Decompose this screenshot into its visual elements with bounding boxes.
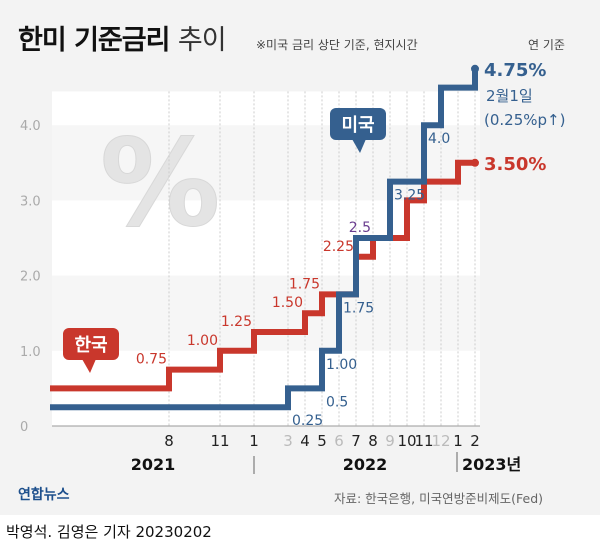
data-label: 1.00 xyxy=(326,357,357,373)
data-label: 0.5 xyxy=(326,394,348,410)
yonhap-logo: 연합뉴스 xyxy=(18,487,70,503)
y-tick-label: 0 xyxy=(20,420,28,435)
x-tick-label: 11 xyxy=(414,432,433,450)
x-tick-label: 2 xyxy=(470,432,480,450)
data-label: 4.0 xyxy=(428,131,450,147)
x-tick-label: 3 xyxy=(283,432,293,450)
source-text: 자료: 한국은행, 미국연방준비제도(Fed) xyxy=(334,491,544,506)
data-label: 1.50 xyxy=(272,295,303,311)
korea-badge xyxy=(63,328,119,360)
grid-band xyxy=(52,275,480,351)
korea-end-point xyxy=(471,158,479,167)
chart-title: 한미 기준금리 추이 xyxy=(18,25,227,56)
year-label: 2021 xyxy=(131,455,176,474)
us-badge-label: 미국 xyxy=(341,115,374,136)
x-tick-label: 1 xyxy=(453,432,463,450)
us-badge xyxy=(330,108,386,140)
data-label: 0.75 xyxy=(136,352,167,368)
x-tick-label: 12 xyxy=(431,432,450,450)
x-tick-label: 8 xyxy=(164,432,174,450)
percent-decoration: % xyxy=(100,115,220,254)
data-label: 1.75 xyxy=(289,276,320,292)
credit-text: 박영석. 김영은 기자 20230202 xyxy=(6,523,212,541)
us-rate-line xyxy=(50,68,478,411)
korea-final-label: 3.50% xyxy=(484,154,546,175)
korea-badge-pointer xyxy=(82,359,96,373)
unit-label: 연 기준 xyxy=(528,38,565,52)
x-tick-label: 4 xyxy=(300,432,310,450)
us-final-change: (0.25%p↑) xyxy=(484,111,565,129)
data-label: 1.00 xyxy=(187,333,218,349)
x-tick-label: 1 xyxy=(249,432,259,450)
x-tick-label: 6 xyxy=(334,432,344,450)
data-label: 1.75 xyxy=(343,300,374,316)
data-label: 3.25 xyxy=(394,188,425,204)
chart-note: ※미국 금리 상단 기준, 현지시간 xyxy=(256,38,418,52)
x-tick-label: 7 xyxy=(351,432,361,450)
infographic-card: 한미 기준금리 추이 ※미국 금리 상단 기준, 현지시간 연 기준 % 0 1.0… xyxy=(0,0,600,515)
grid-band xyxy=(52,125,480,201)
data-label: 0.25 xyxy=(292,413,323,429)
x-tick-label: 10 xyxy=(397,432,416,450)
us-final-label: 4.75% xyxy=(484,60,546,81)
year-label: 2022 xyxy=(343,455,388,474)
year-label: 2023년 xyxy=(462,455,521,474)
data-label: 2.5 xyxy=(349,220,371,236)
korea-badge-label: 한국 xyxy=(74,335,107,356)
us-end-point xyxy=(471,64,479,73)
y-tick-label: 1.0 xyxy=(20,345,41,360)
x-tick-label: 8 xyxy=(368,432,378,450)
y-tick-label: 2.0 xyxy=(20,270,41,285)
us-final-date: 2월1일 xyxy=(486,87,533,105)
us-badge-pointer xyxy=(352,139,366,153)
x-tick-label: 11 xyxy=(210,432,229,450)
data-label: 1.25 xyxy=(221,314,252,330)
x-tick-label: 5 xyxy=(317,432,327,450)
x-tick-label: 9 xyxy=(385,432,395,450)
y-tick-label: 4.0 xyxy=(20,119,41,134)
y-tick-label: 3.0 xyxy=(20,194,41,209)
data-label: 2.25 xyxy=(323,239,354,255)
